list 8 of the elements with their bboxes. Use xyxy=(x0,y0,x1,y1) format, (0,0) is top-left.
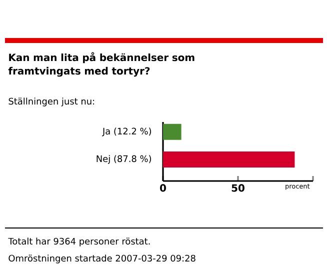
x-tick-label: 50 xyxy=(232,184,244,192)
chart-title: Kan man lita på bekännelser som framtvingats med tortyr? xyxy=(8,52,194,77)
x-tick-label: 0 xyxy=(160,184,166,192)
text: Totalt har 9364 personer röstat. xyxy=(8,238,150,246)
text: Ställningen just nu: xyxy=(8,98,94,106)
y-tick-label: Ja (12.2 %) xyxy=(102,128,152,136)
text: Omröstningen startade 2007-03-29 09:28 xyxy=(8,254,196,264)
y-tick-label: Nej (87.8 %) xyxy=(96,155,152,164)
